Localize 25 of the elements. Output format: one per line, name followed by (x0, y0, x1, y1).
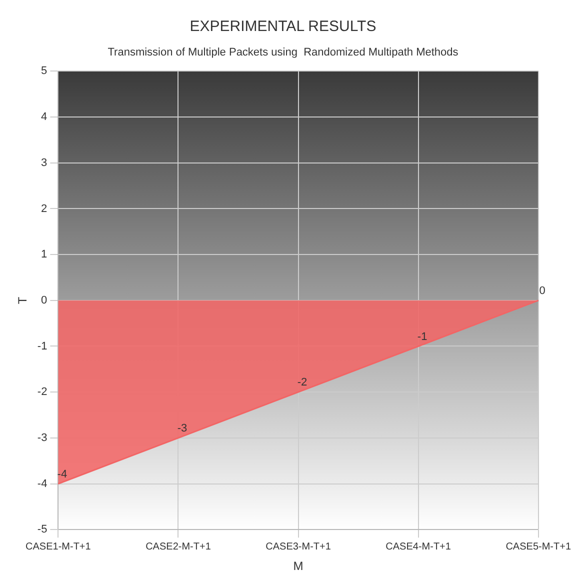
y-tick-label: 3 (41, 156, 48, 169)
x-tick-label: CASE4-M-T+1 (386, 541, 452, 552)
data-label: 0 (539, 284, 546, 297)
data-label: -2 (297, 376, 308, 389)
data-label: -4 (57, 468, 68, 480)
x-tick-label: CASE2-M-T+1 (146, 541, 212, 552)
y-tick-label: -2 (37, 386, 48, 398)
data-label: -3 (177, 422, 188, 434)
y-tick-label: 5 (41, 65, 48, 78)
y-tick-label: 4 (41, 111, 48, 124)
chart-title: EXPERIMENTAL RESULTS (190, 18, 376, 36)
y-axis-title: T (16, 296, 30, 304)
x-tick-label: CASE1-M-T+1 (26, 541, 92, 552)
y-tick-label: 2 (41, 202, 48, 215)
x-axis-title: M (293, 559, 304, 574)
y-tick-label: -3 (37, 432, 48, 444)
chart-subtitle: Transmission of Multiple Packets using Randomized Multipath Methods (108, 46, 459, 59)
y-tick-label: -1 (37, 340, 48, 352)
data-label: -1 (417, 330, 428, 343)
x-tick-label: CASE3-M-T+1 (266, 541, 332, 552)
y-tick-label: 0 (41, 294, 48, 306)
x-tick-label: CASE5-M-T+1 (506, 541, 572, 552)
y-tick-label: 1 (41, 248, 48, 261)
y-tick-label: -5 (37, 524, 48, 536)
y-tick-label: -4 (37, 478, 48, 490)
